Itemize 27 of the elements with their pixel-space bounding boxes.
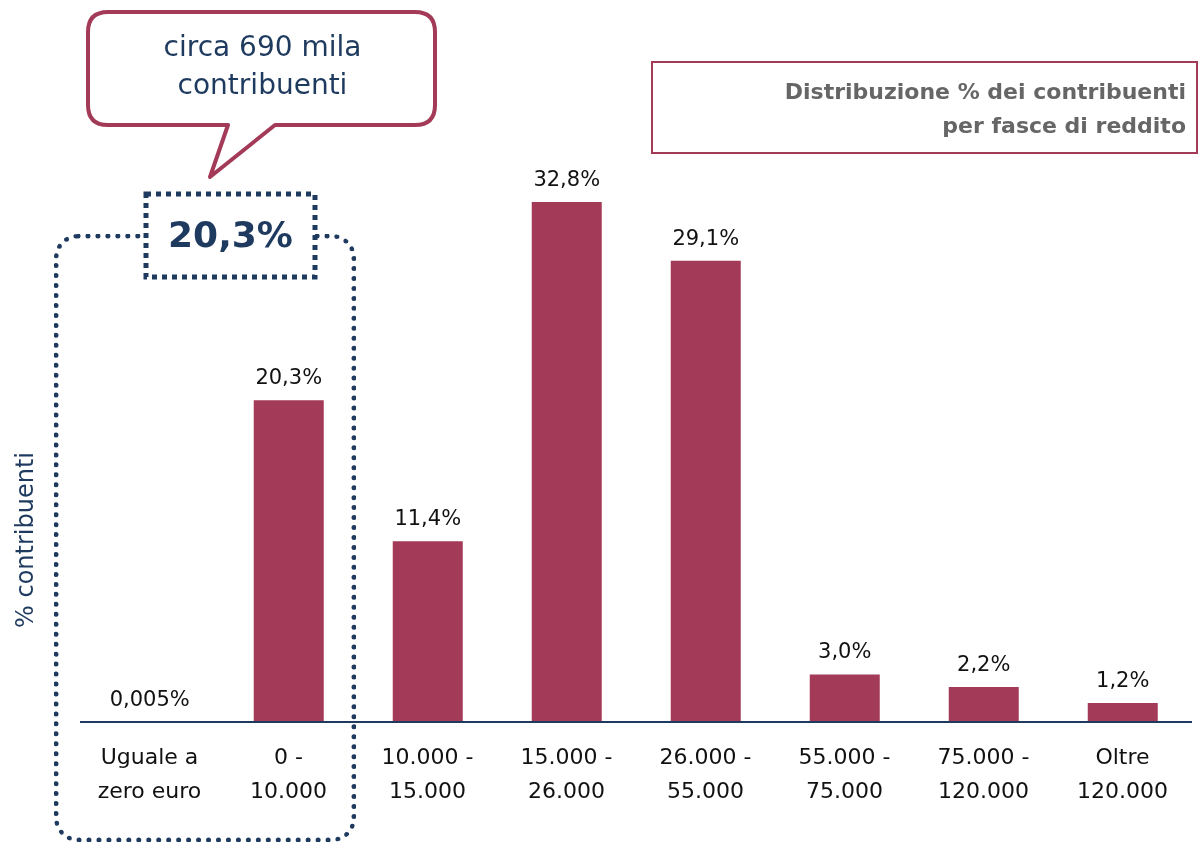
x-tick-label: 55.000 - 75.000: [798, 744, 891, 803]
x-tick-label: 15.000 - 26.000: [520, 744, 613, 803]
text: circa 690 mila contribuenti: [162, 29, 363, 103]
chart-title: Distribuzione % dei contribuenti per fasce di reddito: [651, 61, 1198, 154]
data-label: 3,0%: [818, 639, 872, 664]
x-tick-label: Uguale a zero euro: [97, 744, 202, 803]
bar: [1087, 702, 1158, 722]
bar: [253, 400, 324, 722]
x-tick-label: 0 - 10.000: [250, 744, 327, 803]
x-tick-label: 10.000 - 15.000: [381, 744, 474, 803]
bar: [948, 687, 1019, 722]
data-label: 11,4%: [394, 506, 462, 531]
x-tick-label: Oltre 120.000: [1077, 744, 1168, 803]
x-tick-label: 26.000 - 55.000: [659, 744, 752, 803]
bar: [392, 541, 463, 722]
data-label: 20,3%: [255, 365, 323, 390]
data-label: 29,1%: [672, 225, 740, 250]
bar: [531, 202, 602, 722]
x-tick-label: 75.000 - 120.000: [937, 744, 1030, 803]
data-label: 2,2%: [957, 652, 1011, 677]
annotation: 20,3%: [167, 214, 294, 255]
bar: [670, 260, 741, 722]
y-axis-title: % contribuenti: [11, 452, 39, 628]
data-label: 1,2%: [1096, 667, 1150, 692]
data-label: 32,8%: [533, 167, 601, 191]
data-label: 0,005%: [109, 686, 190, 711]
bar: [809, 674, 880, 722]
